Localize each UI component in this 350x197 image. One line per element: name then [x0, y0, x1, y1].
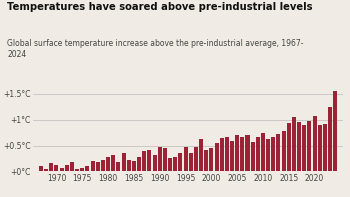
Bar [261, 133, 265, 171]
Bar [220, 138, 224, 171]
Text: Temperatures have soared above pre-industrial levels: Temperatures have soared above pre-indus… [7, 2, 313, 12]
Bar [266, 139, 270, 171]
Bar [75, 169, 79, 171]
Bar [245, 135, 250, 171]
Bar [189, 153, 193, 171]
Bar [256, 137, 260, 171]
Bar [80, 168, 84, 171]
Bar [153, 155, 156, 171]
Text: Global surface temperature increase above the pre-industrial average, 1967-
2024: Global surface temperature increase abov… [7, 39, 303, 59]
Bar [147, 150, 152, 171]
Bar [55, 165, 58, 171]
Bar [65, 165, 69, 171]
Bar [44, 169, 48, 171]
Bar [209, 148, 214, 171]
Bar [287, 123, 291, 171]
Bar [127, 160, 131, 171]
Bar [85, 166, 90, 171]
Bar [101, 160, 105, 171]
Bar [230, 141, 234, 171]
Bar [178, 153, 182, 171]
Bar [60, 168, 64, 171]
Bar [70, 162, 74, 171]
Bar [271, 137, 275, 171]
Bar [302, 125, 306, 171]
Bar [158, 147, 162, 171]
Bar [91, 161, 95, 171]
Bar [307, 121, 312, 171]
Bar [49, 163, 53, 171]
Bar [276, 134, 280, 171]
Bar [199, 139, 203, 171]
Bar [282, 131, 286, 171]
Bar [183, 147, 188, 171]
Bar [121, 153, 126, 171]
Bar [235, 135, 239, 171]
Bar [96, 162, 100, 171]
Bar [173, 157, 177, 171]
Bar [117, 162, 120, 171]
Bar [318, 125, 322, 171]
Bar [225, 137, 229, 171]
Bar [168, 159, 172, 171]
Bar [240, 137, 244, 171]
Bar [333, 91, 337, 171]
Bar [313, 116, 317, 171]
Bar [163, 148, 167, 171]
Bar [204, 150, 208, 171]
Bar [328, 107, 332, 171]
Bar [194, 147, 198, 171]
Bar [323, 124, 327, 171]
Bar [215, 143, 218, 171]
Bar [297, 122, 301, 171]
Bar [132, 161, 136, 171]
Bar [137, 157, 141, 171]
Bar [251, 142, 255, 171]
Bar [39, 166, 43, 171]
Bar [106, 157, 110, 171]
Bar [111, 155, 115, 171]
Bar [292, 117, 296, 171]
Bar [142, 151, 146, 171]
